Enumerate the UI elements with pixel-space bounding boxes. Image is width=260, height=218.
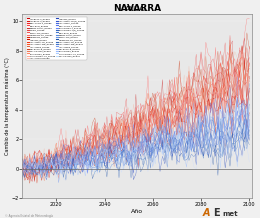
Title: NAVARRA: NAVARRA	[113, 4, 161, 13]
Text: E: E	[213, 208, 220, 218]
Text: © Agencia Estatal de Meteorología: © Agencia Estatal de Meteorología	[5, 214, 53, 218]
Text: ANUAL: ANUAL	[125, 6, 149, 12]
Y-axis label: Cambio de la temperatura máxima (°C): Cambio de la temperatura máxima (°C)	[4, 57, 10, 155]
Legend: ACCESS1-0_RCP85, ACCESS1-3_RCP85, BCC-CSM1.1_RCP85, BNU-ESM_RCP85, CNRM-CM5A_RCP: ACCESS1-0_RCP85, ACCESS1-3_RCP85, BCC-CS…	[26, 17, 87, 60]
X-axis label: Año: Año	[131, 209, 143, 214]
Text: met: met	[222, 211, 238, 217]
Text: A: A	[203, 208, 210, 218]
